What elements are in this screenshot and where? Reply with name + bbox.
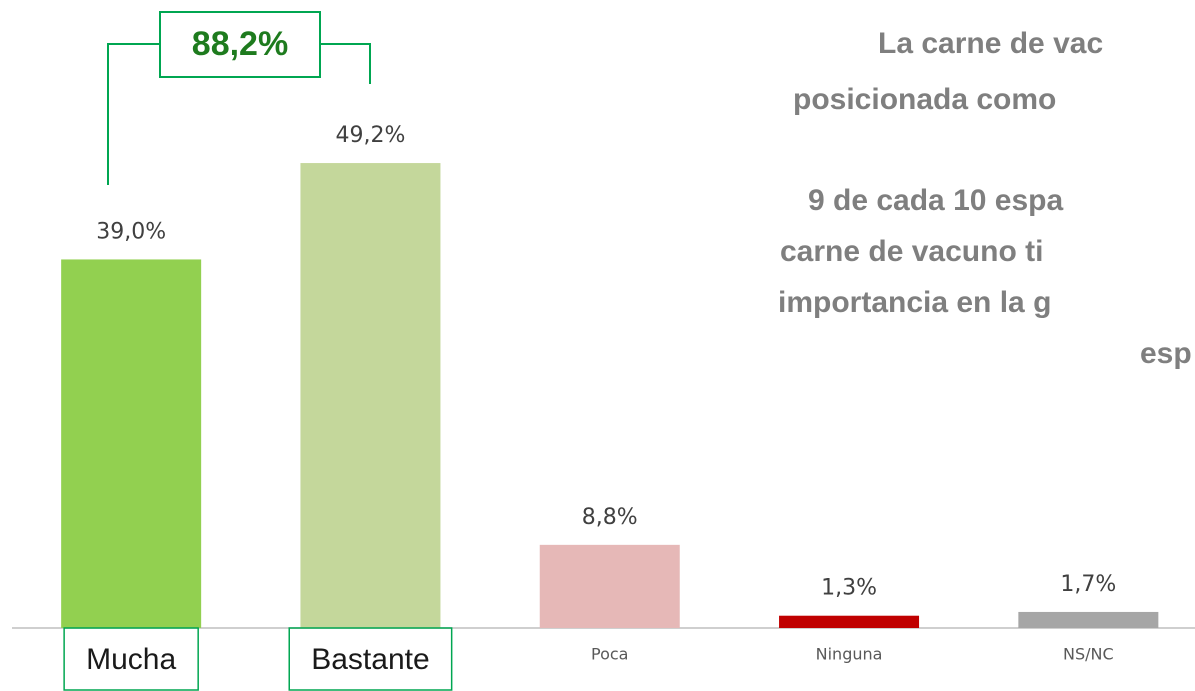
category-label: Poca	[591, 645, 628, 664]
bar	[1018, 611, 1159, 628]
total-label: 88,2%	[192, 25, 288, 63]
value-label: 1,3%	[821, 576, 877, 601]
category-label: NS/NC	[1063, 645, 1114, 664]
category-label: Mucha	[86, 643, 176, 676]
total-bracket	[107, 11, 371, 185]
note-line: esp	[1140, 337, 1192, 370]
bar	[539, 544, 680, 628]
category-box	[63, 627, 199, 691]
category-box	[288, 627, 453, 691]
total-box	[159, 11, 321, 78]
note-line: La carne de vac	[878, 27, 1103, 60]
bracket-right	[320, 43, 371, 84]
category-label: Ninguna	[816, 645, 883, 664]
note-line: importancia en la g	[778, 286, 1051, 319]
bracket-left	[107, 43, 160, 185]
value-label: 49,2%	[336, 123, 406, 148]
value-label: 8,8%	[582, 505, 638, 530]
note-line: carne de vacuno ti	[780, 235, 1043, 268]
note-line: 9 de cada 10 espa	[808, 184, 1063, 217]
value-label: 39,0%	[96, 219, 166, 244]
bar	[779, 615, 920, 628]
value-label: 1,7%	[1060, 572, 1116, 597]
bar	[61, 259, 202, 628]
category-label: Bastante	[311, 643, 429, 676]
bar	[300, 163, 441, 628]
note-line: posicionada como	[793, 83, 1056, 116]
